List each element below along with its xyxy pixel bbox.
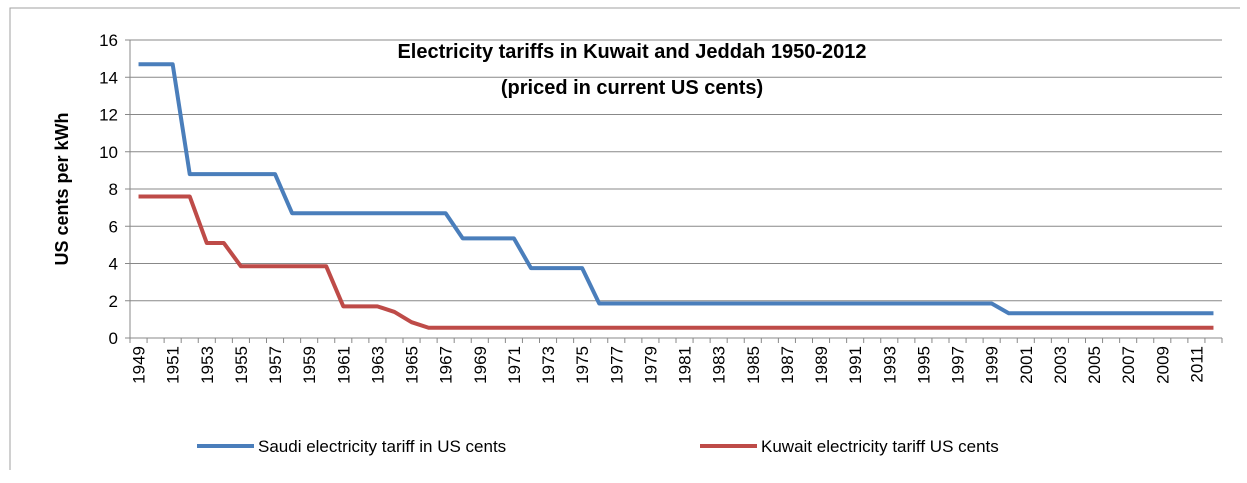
x-tick-label: 1979 xyxy=(641,346,660,384)
x-tick-label: 2005 xyxy=(1085,346,1104,384)
y-tick-label: 12 xyxy=(99,106,118,125)
x-tick-label: 1959 xyxy=(300,346,319,384)
x-tick-label: 1993 xyxy=(880,346,899,384)
y-tick-label: 2 xyxy=(109,292,118,311)
x-tick-label: 1957 xyxy=(266,346,285,384)
chart-subtitle: (priced in current US cents) xyxy=(501,77,763,99)
x-tick-label: 1949 xyxy=(130,346,149,384)
x-tick-label: 1977 xyxy=(607,346,626,384)
y-tick-label: 4 xyxy=(109,255,118,274)
x-tick-label: 2003 xyxy=(1051,346,1070,384)
x-tick-label: 1999 xyxy=(983,346,1002,384)
x-tick-label: 2009 xyxy=(1153,346,1172,384)
y-tick-label: 0 xyxy=(109,329,118,348)
x-tick-label: 1987 xyxy=(778,346,797,384)
x-tick-label: 2007 xyxy=(1119,346,1138,384)
x-tick-label: 1951 xyxy=(164,346,183,384)
y-tick-label: 6 xyxy=(109,217,118,236)
x-tick-label: 1961 xyxy=(334,346,353,384)
x-tick-label: 2011 xyxy=(1187,346,1206,383)
y-tick-label: 10 xyxy=(99,143,118,162)
x-tick-label: 1975 xyxy=(573,346,592,384)
x-tick-label: 2001 xyxy=(1017,346,1036,384)
x-tick-label: 1985 xyxy=(744,346,763,384)
x-tick-label: 1969 xyxy=(471,346,490,384)
x-tick-label: 1953 xyxy=(198,346,217,384)
x-tick-label: 1963 xyxy=(368,346,387,384)
x-tick-label: 1965 xyxy=(403,346,422,384)
x-tick-label: 1955 xyxy=(232,346,251,384)
frame xyxy=(9,7,1240,470)
x-tick-label: 1983 xyxy=(710,346,729,384)
series-line xyxy=(138,62,1214,316)
y-tick-label: 8 xyxy=(109,180,118,199)
x-tick-label: 1971 xyxy=(505,346,524,384)
x-tick-label: 1991 xyxy=(846,346,865,384)
y-tick-label: 14 xyxy=(99,68,118,87)
x-tick-label: 1981 xyxy=(676,346,695,384)
chart-title: Electricity tariffs in Kuwait and Jeddah… xyxy=(397,41,866,63)
legend-label: Saudi electricity tariff in US cents xyxy=(258,437,506,456)
y-tick-label: 16 xyxy=(99,31,118,50)
x-tick-label: 1997 xyxy=(949,346,968,384)
series-line xyxy=(138,194,1214,330)
legend-label: Kuwait electricity tariff US cents xyxy=(761,437,999,456)
x-tick-label: 1995 xyxy=(914,346,933,384)
x-tick-label: 1989 xyxy=(812,346,831,384)
y-axis-label: US cents per kWh xyxy=(52,112,72,265)
x-tick-label: 1973 xyxy=(539,346,558,384)
x-tick-label: 1967 xyxy=(437,346,456,384)
